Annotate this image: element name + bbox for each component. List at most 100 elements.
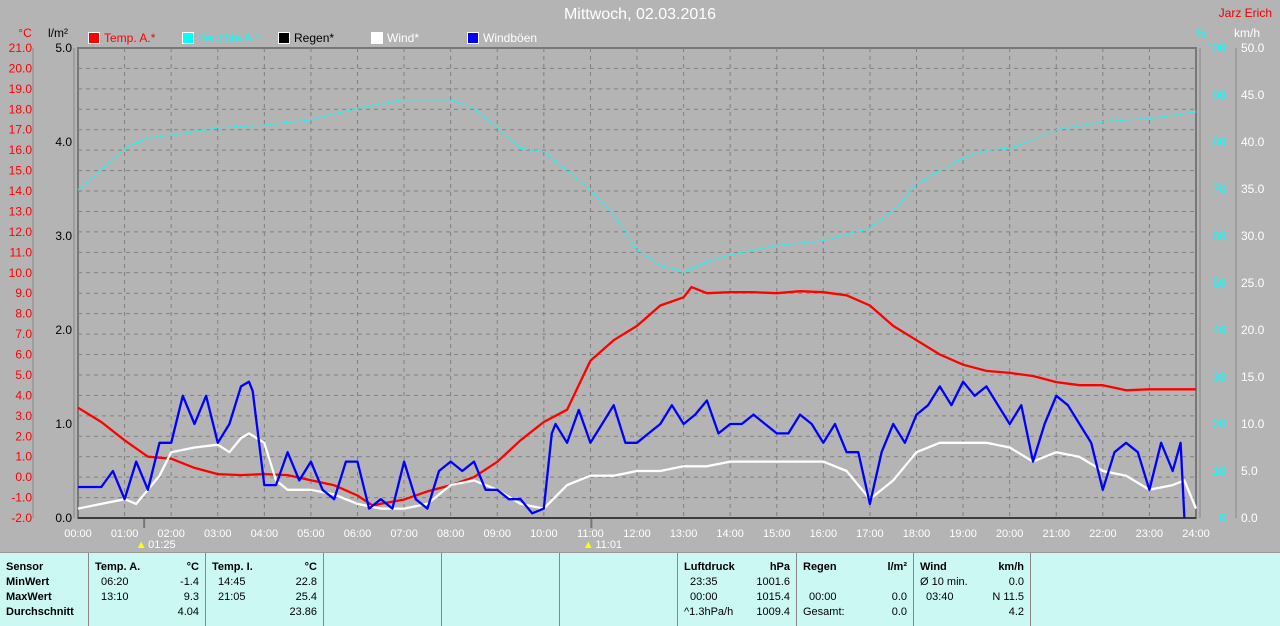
marker-label: 01:25 xyxy=(148,539,176,551)
max-value: N 11.5 xyxy=(992,591,1024,603)
temp-tick-label: 0.0 xyxy=(15,470,32,484)
max-value: 9.3 xyxy=(183,591,199,603)
series-temp-a xyxy=(77,285,1196,507)
x-tick-label: 02:00 xyxy=(157,528,185,540)
x-tick-label: 10:00 xyxy=(530,528,558,540)
humidity-tick-label: 100 xyxy=(1206,41,1226,55)
max-time: 00:00 xyxy=(809,591,837,603)
rain-tick-label: 2.0 xyxy=(55,323,72,337)
x-tick-label: 14:00 xyxy=(716,528,744,540)
x-tick-label: 22:00 xyxy=(1089,528,1117,540)
x-tick-label: 23:00 xyxy=(1136,528,1164,540)
humidity-tick-label: 20 xyxy=(1213,417,1227,431)
temp-tick-label: 17.0 xyxy=(9,123,33,137)
humidity-tick-label: 40 xyxy=(1213,323,1227,337)
legend-wind: Wind* xyxy=(371,31,419,45)
temp-tick-label: -1.0 xyxy=(11,491,32,505)
humidity-tick-label: 70 xyxy=(1213,182,1227,196)
col-unit: hPa xyxy=(769,561,790,573)
rain-tick-label: 0.0 xyxy=(55,511,72,525)
sun-moon-icon: ▲ xyxy=(583,539,594,551)
rain-axis-title: l/m² xyxy=(48,26,68,40)
x-tick-label: 08:00 xyxy=(437,528,465,540)
temp-tick-label: 13.0 xyxy=(9,204,33,218)
stats-panel: Sensor MinWert MaxWert Durchschnitt Temp… xyxy=(0,552,1280,626)
temp-tick-label: 12.0 xyxy=(9,225,33,239)
trend-value: ^1.3hPa/h xyxy=(684,606,734,618)
x-tick-label: 00:00 xyxy=(64,528,92,540)
wind-tick-label: 30.0 xyxy=(1241,229,1265,243)
wind-axis-title: km/h xyxy=(1234,26,1260,40)
rain-tick-label: 5.0 xyxy=(55,41,72,55)
temp-tick-label: 7.0 xyxy=(15,327,32,341)
temp-tick-label: 8.0 xyxy=(15,307,32,321)
marker-label: 11:01 xyxy=(595,539,622,551)
temp-tick-label: 2.0 xyxy=(15,429,32,443)
x-tick-label: 21:00 xyxy=(1042,528,1070,540)
sensor-column: Sensor MinWert MaxWert Durchschnitt xyxy=(0,553,88,626)
legend-swatch xyxy=(182,32,194,44)
x-tick-label: 18:00 xyxy=(903,528,931,540)
legend-temp: Temp. A.* xyxy=(88,31,155,45)
temp-i-column: Temp. I. °C 14:45 22.8 21:05 25.4 23.86 xyxy=(205,553,323,626)
temp-axis-title: °C xyxy=(18,26,32,40)
temp-tick-label: 6.0 xyxy=(15,348,32,362)
x-tick-label: 01:00 xyxy=(111,528,139,540)
avg-value: 4.04 xyxy=(177,606,199,618)
wind-tick-label: 25.0 xyxy=(1241,276,1265,290)
legend-rain: Regen* xyxy=(278,31,334,45)
legend-label: Temp. A.* xyxy=(104,31,156,45)
x-tick-label: 04:00 xyxy=(251,528,279,540)
avg-label: Durchschnitt xyxy=(6,606,74,618)
max-value: 0.0 xyxy=(891,591,907,603)
x-tick-label: 20:00 xyxy=(996,528,1024,540)
col-header: Temp. A. xyxy=(95,561,141,573)
humidity-tick-label: 50 xyxy=(1213,276,1227,290)
x-tick-label: 12:00 xyxy=(623,528,651,540)
author-label: Jarz Erich xyxy=(1218,6,1272,20)
col-header: Luftdruck xyxy=(684,561,735,573)
temp-tick-label: 15.0 xyxy=(9,164,33,178)
x-tick-label: 03:00 xyxy=(204,528,232,540)
x-tick-label: 09:00 xyxy=(483,528,511,540)
max-value: 1015.4 xyxy=(756,591,790,603)
min-value: 22.8 xyxy=(295,576,317,588)
series-windböen xyxy=(78,380,1186,519)
temp-tick-label: 14.0 xyxy=(9,184,33,198)
max-time: 13:10 xyxy=(101,591,129,603)
weather-chart: 00:00 01:00 02:00 03:00 04:00 05:00 06:00 07:00… xyxy=(9,26,1265,551)
legend-swatch xyxy=(371,32,383,44)
wind-tick-label: 50.0 xyxy=(1241,41,1265,55)
empty-column xyxy=(441,553,559,626)
max-time: 03:40 xyxy=(926,591,954,603)
humidity-tick-label: 30 xyxy=(1213,370,1227,384)
min-time: 14:45 xyxy=(218,576,246,588)
temp-tick-label: 10.0 xyxy=(9,266,33,280)
chart-title: Mittwoch, 02.03.2016 xyxy=(563,6,717,23)
x-tick-label: 05:00 xyxy=(297,528,325,540)
max-label: MaxWert xyxy=(6,591,52,603)
sensor-header: Sensor xyxy=(6,561,44,573)
wind-tick-label: 40.0 xyxy=(1241,135,1265,149)
max-value: 25.4 xyxy=(295,591,317,603)
temp-tick-label: 19.0 xyxy=(9,82,33,96)
series-feuchte-a xyxy=(77,99,1197,273)
rain-column: Regen l/m² 00:00 0.0 Gesamt: 0.0 xyxy=(796,553,913,626)
min-value: -1.4 xyxy=(180,576,199,588)
wind-tick-label: 15.0 xyxy=(1241,370,1265,384)
wind-tick-label: 10.0 xyxy=(1241,417,1265,431)
x-tick-label: 07:00 xyxy=(390,528,418,540)
legend-gusts: Windböen xyxy=(467,31,537,45)
rain-tick-label: 3.0 xyxy=(55,229,72,243)
x-tick-label: 11:00 xyxy=(577,528,604,540)
legend-swatch xyxy=(467,32,479,44)
temp-tick-label: 18.0 xyxy=(9,102,33,116)
temp-tick-label: 9.0 xyxy=(15,286,32,300)
rain-tick-label: 4.0 xyxy=(55,135,72,149)
avg-value: 23.86 xyxy=(289,606,317,618)
sun-moon-icon: ▲ xyxy=(136,539,147,551)
humidity-axis-title: % xyxy=(1195,26,1206,40)
empty-column xyxy=(323,553,441,626)
col-header: Wind xyxy=(920,561,947,573)
legend-label: Feuchte A.* xyxy=(198,31,261,45)
